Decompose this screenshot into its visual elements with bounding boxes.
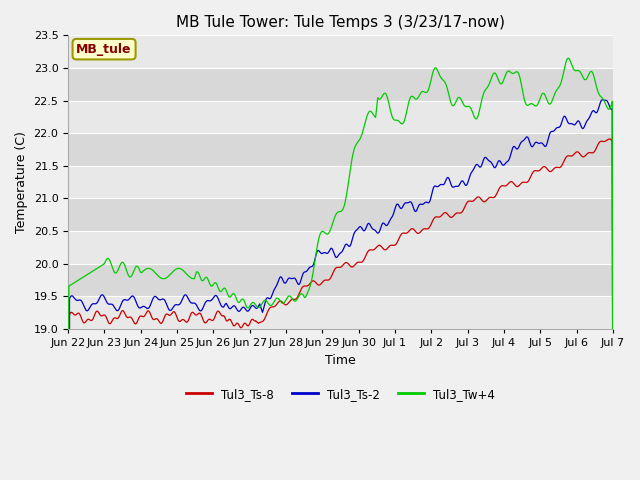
Bar [68,231,613,264]
Bar [68,68,613,101]
Y-axis label: Temperature (C): Temperature (C) [15,131,28,233]
Bar [68,296,613,329]
Bar [68,101,613,133]
Bar [68,166,613,199]
X-axis label: Time: Time [325,354,356,367]
Legend: Tul3_Ts-8, Tul3_Ts-2, Tul3_Tw+4: Tul3_Ts-8, Tul3_Ts-2, Tul3_Tw+4 [181,383,500,405]
Bar [68,133,613,166]
Bar [68,36,613,68]
Title: MB Tule Tower: Tule Temps 3 (3/23/17-now): MB Tule Tower: Tule Temps 3 (3/23/17-now… [176,15,505,30]
Bar [68,199,613,231]
Text: MB_tule: MB_tule [76,43,132,56]
Bar [68,264,613,296]
